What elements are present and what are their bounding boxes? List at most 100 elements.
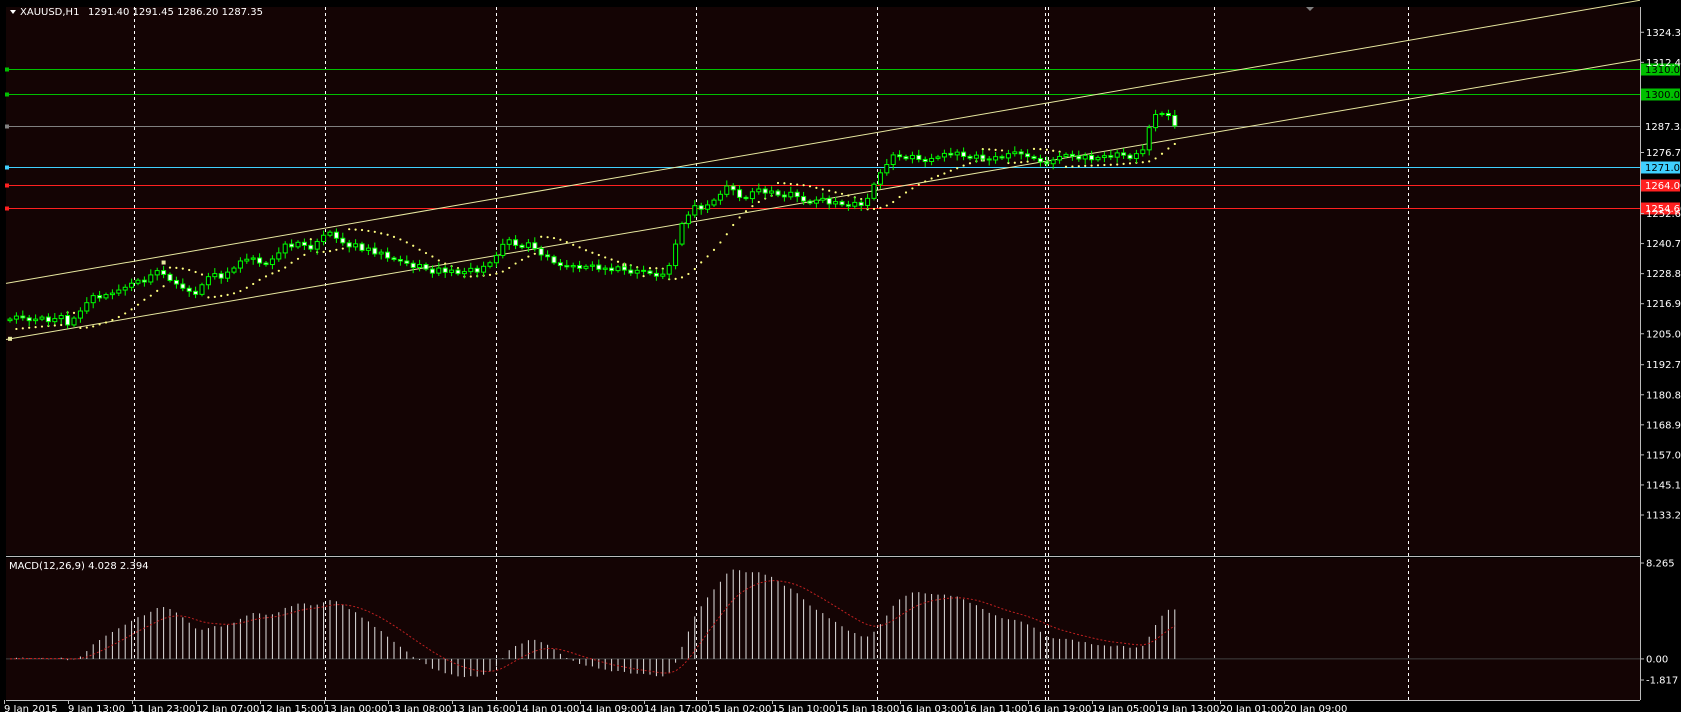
sar-dot — [636, 266, 639, 269]
y-tick-label: 1192.75 — [1646, 360, 1681, 371]
candle-body — [1005, 153, 1011, 159]
macd-axis: 8.265 0.00 -1.817 — [1640, 559, 1678, 687]
candle-body — [468, 267, 474, 273]
y-tick-label: 1228.80 — [1646, 269, 1681, 280]
sar-dot — [616, 260, 620, 263]
sar-dot — [53, 324, 56, 327]
candle-body — [1069, 153, 1075, 157]
sar-dot — [271, 272, 274, 275]
sar-dot — [604, 256, 607, 259]
sar-dot — [898, 195, 901, 199]
sar-dot — [597, 253, 600, 257]
trend-line[interactable] — [5, 0, 1641, 284]
candle-body — [756, 188, 762, 193]
sar-dot — [892, 200, 895, 204]
trend-anchor[interactable] — [8, 336, 12, 341]
level-anchor[interactable] — [5, 67, 9, 72]
sar-dot — [130, 308, 133, 311]
sar-dot — [40, 325, 44, 328]
sar-dot — [885, 204, 888, 207]
sar-dot — [220, 294, 223, 297]
sar-dot — [168, 266, 172, 269]
sar-dot — [520, 258, 524, 261]
candle-body — [609, 267, 615, 272]
sar-dot — [1064, 165, 1068, 168]
trend-anchor[interactable] — [161, 260, 166, 265]
sar-dot — [1026, 160, 1029, 163]
candle-body — [97, 295, 103, 299]
sar-dot — [994, 148, 997, 152]
horizontal-levels[interactable]: 1310.00 1300.00 1287.35 1271.00 1264.00 1254.… — [5, 63, 1681, 216]
candle-body — [39, 316, 45, 320]
candle-body — [833, 201, 839, 205]
sar-dot — [578, 246, 581, 249]
candle-body — [13, 315, 19, 320]
sar-dot — [821, 188, 824, 191]
candle-body — [820, 197, 826, 201]
level-anchor[interactable] — [5, 92, 9, 97]
candle-body — [1133, 153, 1139, 159]
sar-dot — [98, 323, 101, 326]
y-tick-label: 1133.25 — [1646, 511, 1681, 522]
sar-dot — [1032, 147, 1036, 150]
candle-body — [538, 248, 544, 256]
level-anchor[interactable] — [5, 124, 9, 129]
sar-dot — [872, 207, 876, 211]
candle-body — [404, 260, 410, 264]
sar-dot — [700, 261, 703, 264]
sar-dot — [264, 275, 268, 278]
sar-dot — [687, 272, 690, 276]
sar-dot — [284, 266, 287, 269]
candle-body — [1018, 151, 1024, 155]
level-anchor[interactable] — [5, 183, 9, 188]
candle-body — [948, 152, 954, 156]
sar-dot — [444, 262, 447, 265]
candle-body — [321, 234, 327, 243]
sar-dot — [610, 258, 613, 261]
sar-dot — [540, 235, 543, 238]
candle-body — [909, 154, 915, 160]
level-anchor[interactable] — [5, 206, 9, 211]
candle-body — [493, 254, 499, 264]
candle-body — [193, 290, 199, 295]
candle-body — [858, 201, 864, 206]
candle-body — [993, 156, 999, 161]
candle-body — [877, 172, 883, 185]
candle-body — [698, 205, 704, 210]
sar-dot — [258, 278, 261, 281]
sar-dot — [1071, 165, 1074, 168]
candle-body — [884, 164, 890, 174]
sar-dot — [783, 182, 786, 185]
candle-body — [237, 260, 243, 269]
sar-dot — [924, 180, 927, 183]
candle-body — [705, 204, 711, 210]
macd-series — [6, 569, 1640, 678]
sar-dot — [469, 275, 472, 278]
sar-dot — [1141, 161, 1144, 164]
candle-body — [557, 262, 563, 267]
candle-body — [775, 190, 781, 196]
candle-body — [769, 190, 775, 194]
candle-body — [410, 262, 416, 269]
sar-dot — [930, 177, 933, 180]
sar-dot — [1020, 161, 1023, 164]
candle-body — [929, 157, 935, 162]
sar-dot — [226, 293, 229, 296]
scroll-marker-icon[interactable] — [1306, 7, 1314, 11]
candle-body — [257, 257, 263, 264]
sar-dot — [245, 286, 248, 289]
sar-dot — [815, 186, 818, 190]
candle-body — [77, 310, 83, 319]
price-plot-area[interactable] — [6, 7, 1640, 555]
level-anchor[interactable] — [5, 165, 9, 170]
sar-dot — [956, 167, 959, 170]
candle-body — [845, 204, 851, 207]
level-price-tag — [1641, 202, 1680, 215]
chevron-down-icon[interactable] — [10, 10, 16, 14]
sar-dot — [488, 273, 492, 276]
candle-body — [660, 273, 666, 277]
sar-dot — [181, 267, 184, 270]
sar-dot — [648, 266, 652, 270]
candle-body — [717, 193, 723, 201]
